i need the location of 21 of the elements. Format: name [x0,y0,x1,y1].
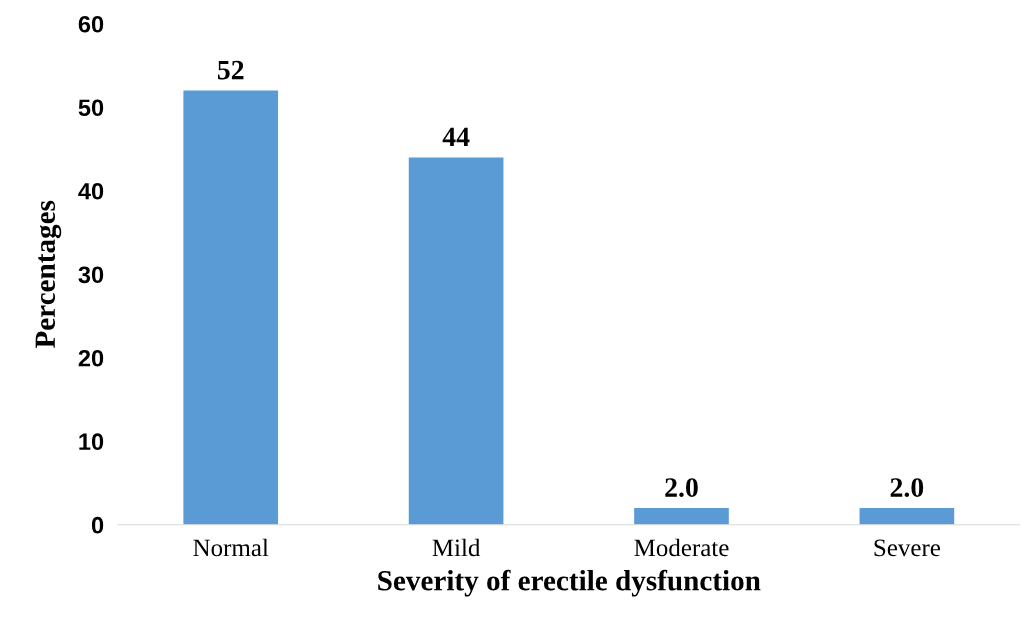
x-axis-title: Severity of erectile dysfunction [378,569,761,597]
x-tick-label: Mild [432,538,481,557]
y-tick-label: 50 [78,99,104,117]
y-tick-label: 0 [91,516,104,534]
bar [634,508,729,525]
bar [183,90,279,525]
data-label: 2.0 [890,478,924,498]
x-tick-label: Severe [874,539,941,557]
data-label: 52 [217,60,244,80]
bar [408,157,504,525]
y-axis-title: Percentages [35,200,62,349]
bar [859,508,955,525]
y-tick-label: 60 [78,15,104,33]
data-label: 2.0 [665,478,698,498]
y-tick-label: 40 [78,182,104,200]
x-tick-label: Moderate [634,538,729,557]
y-tick-label: 10 [79,433,104,451]
x-tick-label: Normal [193,538,269,557]
y-tick-label: 30 [78,266,104,284]
data-label: 44 [442,127,470,146]
y-tick-label: 20 [78,349,104,367]
